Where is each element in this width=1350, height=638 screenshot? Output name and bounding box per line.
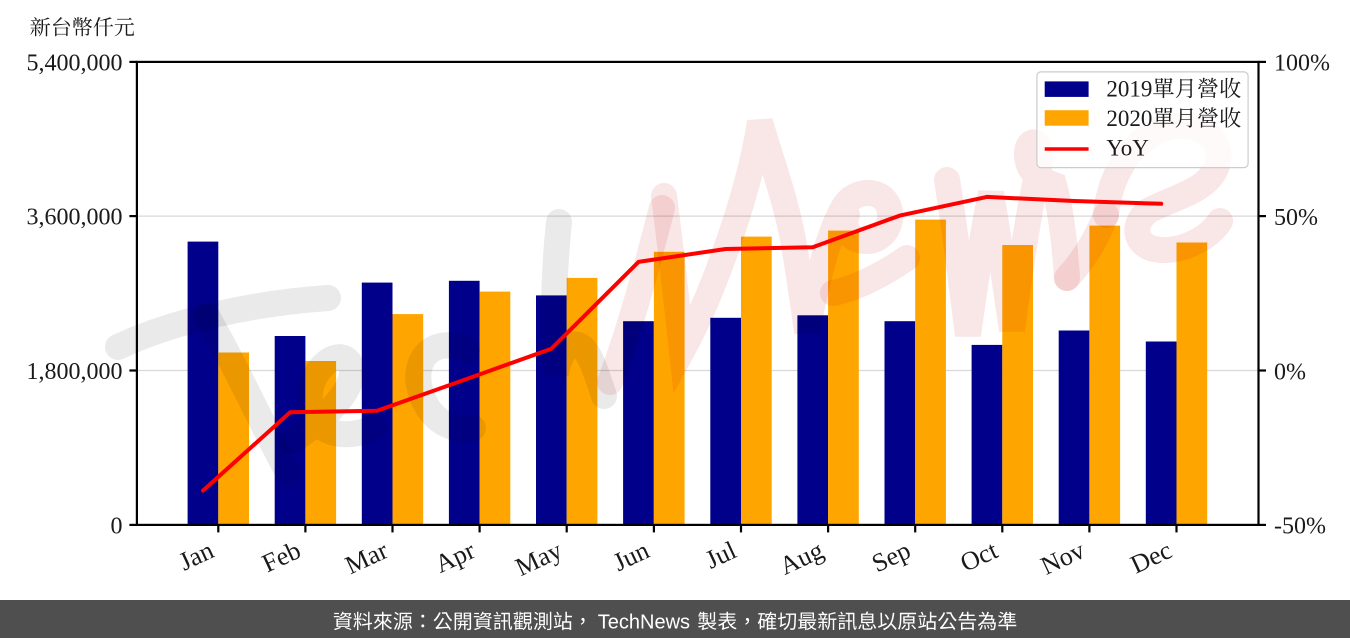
- svg-text:TechNews: TechNews: [598, 612, 690, 634]
- svg-text:0: 0: [111, 513, 123, 539]
- svg-text:YoY: YoY: [1106, 135, 1149, 160]
- svg-text:3,600,000: 3,600,000: [27, 205, 123, 231]
- svg-text:1,800,000: 1,800,000: [27, 359, 123, 385]
- svg-text:2020: 2020: [1106, 106, 1152, 131]
- svg-text:50%: 50%: [1274, 205, 1318, 231]
- svg-text:5,400,000: 5,400,000: [27, 50, 123, 76]
- svg-text:-50%: -50%: [1274, 514, 1326, 540]
- svg-text:0%: 0%: [1274, 359, 1306, 385]
- svg-text:2019: 2019: [1106, 76, 1152, 101]
- svg-text:100%: 100%: [1274, 51, 1330, 77]
